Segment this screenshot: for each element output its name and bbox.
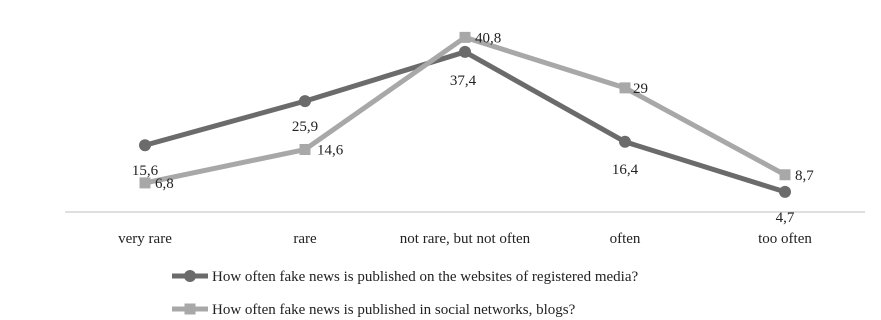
data-label: 29 xyxy=(633,81,648,97)
legend: How often fake news is published on the … xyxy=(172,269,638,318)
legend-label: How often fake news is published in soci… xyxy=(212,302,576,318)
x-axis-tick-labels: very rare rare not rare, but not often ofte… xyxy=(118,231,812,247)
series-1-marker xyxy=(619,135,631,148)
legend-label: How often fake news is published on the … xyxy=(212,269,638,285)
series-2-marker xyxy=(139,177,151,189)
series-2-marker xyxy=(299,144,311,156)
data-label: 8,7 xyxy=(795,168,814,184)
data-label: 25,9 xyxy=(292,119,318,135)
series-2-marker xyxy=(459,31,471,43)
data-label: 40,8 xyxy=(475,30,501,46)
x-tick-label: rare xyxy=(293,231,317,247)
legend-marker xyxy=(184,270,196,282)
data-label: 6,8 xyxy=(155,176,174,192)
series-1-marker xyxy=(459,45,471,58)
series-2-marker xyxy=(619,82,631,94)
data-labels: 15,6 25,9 37,4 16,4 4,7 6,8 14,6 40,8 29 8,7 xyxy=(132,30,814,226)
x-tick-label: not rare, but not often xyxy=(400,231,531,247)
series-1-marker xyxy=(779,185,791,198)
data-label: 37,4 xyxy=(450,73,477,89)
data-label: 16,4 xyxy=(612,162,639,178)
legend-item-1: How often fake news is published on the … xyxy=(172,269,638,285)
legend-item-2: How often fake news is published in soci… xyxy=(172,302,576,318)
data-label: 15,6 xyxy=(132,163,159,179)
series-layer xyxy=(139,31,791,198)
legend-marker xyxy=(184,303,196,315)
x-tick-label: often xyxy=(610,231,641,247)
x-tick-label: very rare xyxy=(118,231,172,247)
series-2 xyxy=(139,31,791,189)
data-label: 4,7 xyxy=(776,210,795,226)
series-1-marker xyxy=(299,95,311,108)
series-1 xyxy=(139,45,791,198)
series-1-marker xyxy=(139,139,151,152)
data-label: 14,6 xyxy=(317,143,344,159)
series-2-marker xyxy=(779,169,791,181)
x-tick-label: too often xyxy=(758,231,812,247)
